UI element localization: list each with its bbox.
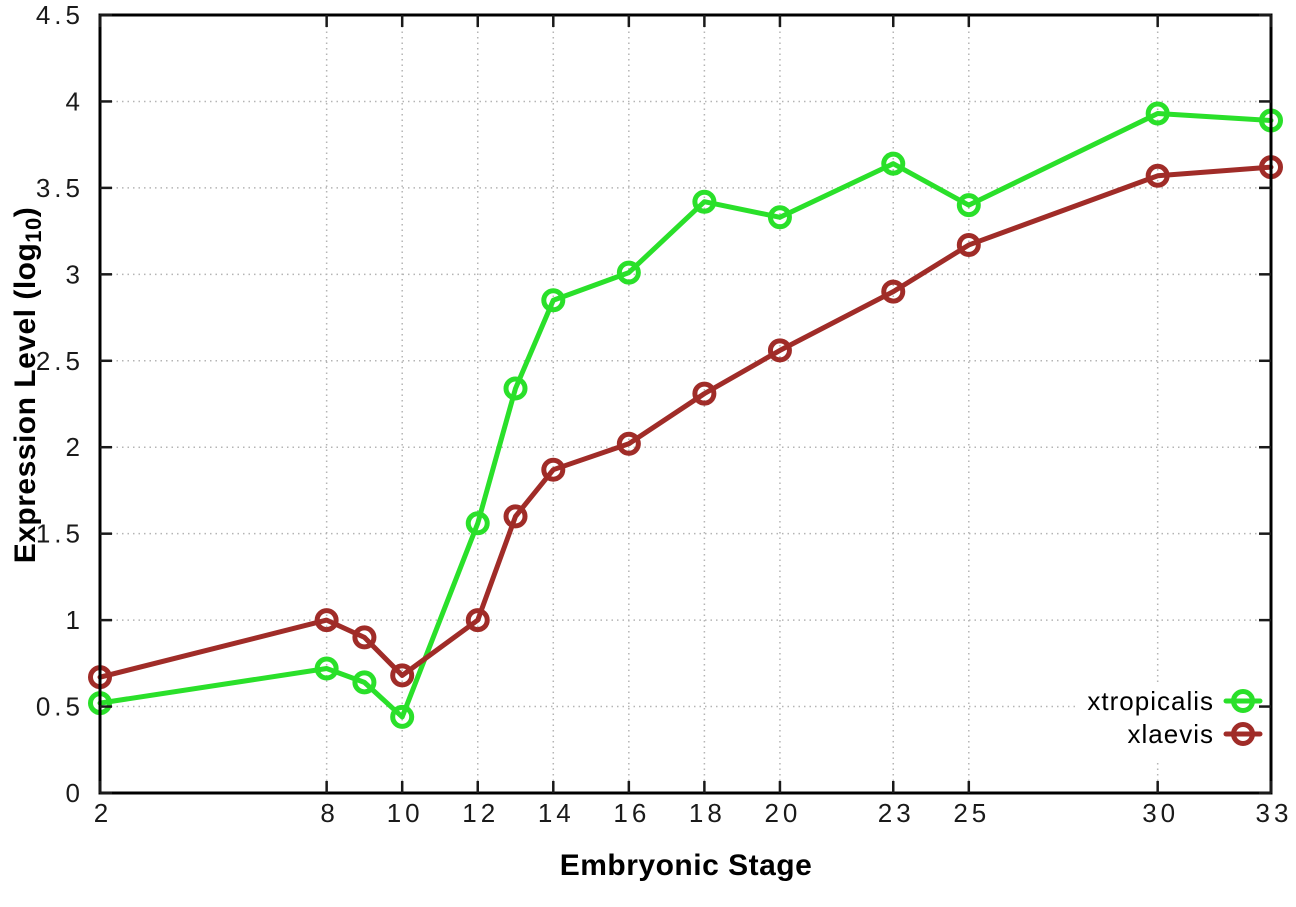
marker-xlaevis-10	[390, 663, 415, 688]
marker-xtropicalis-8	[314, 656, 339, 681]
tick-label-y-4_5: 4.5	[36, 0, 84, 30]
tick-label-x-30: 30	[1142, 798, 1179, 828]
tick-label-y-3: 3	[66, 259, 84, 289]
legend-label-xtropicalis: xtropicalis	[1087, 686, 1214, 716]
marker-xlaevis-20	[767, 338, 792, 363]
tick-label-x-23: 23	[878, 798, 915, 828]
tick-label-x-14: 14	[538, 798, 575, 828]
axis-layer: 2 8 10 12 14 16 18 20 23 25 30 33 0 0.5 1 1.5 2 2.5 3 3.5 4 4…	[36, 0, 1293, 828]
tick-label-x-12: 12	[462, 798, 499, 828]
marker-xtropicalis-18	[692, 189, 717, 214]
tick-label-x-8: 8	[320, 798, 338, 828]
series-line-xtropicalis	[97, 111, 1274, 720]
marker-xtropicalis-10	[390, 704, 415, 729]
marker-xlaevis-25	[956, 232, 981, 257]
marker-xlaevis-23	[881, 279, 906, 304]
marker-xtropicalis-14	[541, 288, 566, 313]
marker-xlaevis-13	[503, 504, 528, 529]
tick-label-y-1: 1	[66, 605, 84, 635]
marker-xtropicalis-13	[503, 376, 528, 401]
y-axis-title-text: Expression Level (log10)	[9, 206, 46, 564]
marker-xtropicalis-16	[616, 260, 641, 285]
marker-xlaevis-30	[1145, 163, 1170, 188]
tick-label-y-2_5: 2.5	[36, 346, 84, 376]
tick-label-x-33: 33	[1256, 798, 1293, 828]
tick-label-y-0: 0	[66, 778, 84, 808]
tick-label-x-20: 20	[764, 798, 801, 828]
marker-xlaevis-12	[465, 608, 490, 633]
x-axis-title: Embryonic Stage	[560, 849, 813, 883]
y-axis-title-subscript: 10	[21, 217, 46, 243]
legend-label-xlaevis: xlaevis	[1128, 719, 1214, 749]
series-layer	[88, 101, 1283, 729]
marker-xtropicalis-23	[881, 151, 906, 176]
tick-label-x-25: 25	[953, 798, 990, 828]
tick-label-y-0_5: 0.5	[36, 692, 84, 722]
marker-xtropicalis-30	[1145, 101, 1170, 126]
marker-xlaevis-14	[541, 457, 566, 482]
plot-border	[98, 13, 1273, 795]
legend-marker-xtropicalis	[1231, 689, 1255, 713]
tick-label-x-16: 16	[613, 798, 650, 828]
marker-xlaevis-18	[692, 381, 717, 406]
tick-label-y-1_5: 1.5	[36, 519, 84, 549]
marker-xlaevis-16	[616, 431, 641, 456]
marker-xlaevis-9	[352, 625, 377, 650]
tick-label-y-2: 2	[66, 432, 84, 462]
marker-xtropicalis-25	[956, 193, 981, 218]
tick-label-x-10: 10	[387, 798, 424, 828]
tick-label-y-3_5: 3.5	[36, 173, 84, 203]
series-line-xlaevis	[97, 164, 1274, 680]
legend-marker-xlaevis	[1231, 722, 1255, 746]
tick-label-x-18: 18	[689, 798, 726, 828]
marker-xtropicalis-9	[352, 670, 377, 695]
marker-xtropicalis-20	[767, 205, 792, 230]
marker-xtropicalis-12	[465, 511, 490, 536]
tick-label-x-2: 2	[94, 798, 112, 828]
tick-label-y-4: 4	[66, 86, 84, 116]
marker-xlaevis-8	[314, 608, 339, 633]
x-axis-title-text: Embryonic Stage	[559, 849, 813, 882]
